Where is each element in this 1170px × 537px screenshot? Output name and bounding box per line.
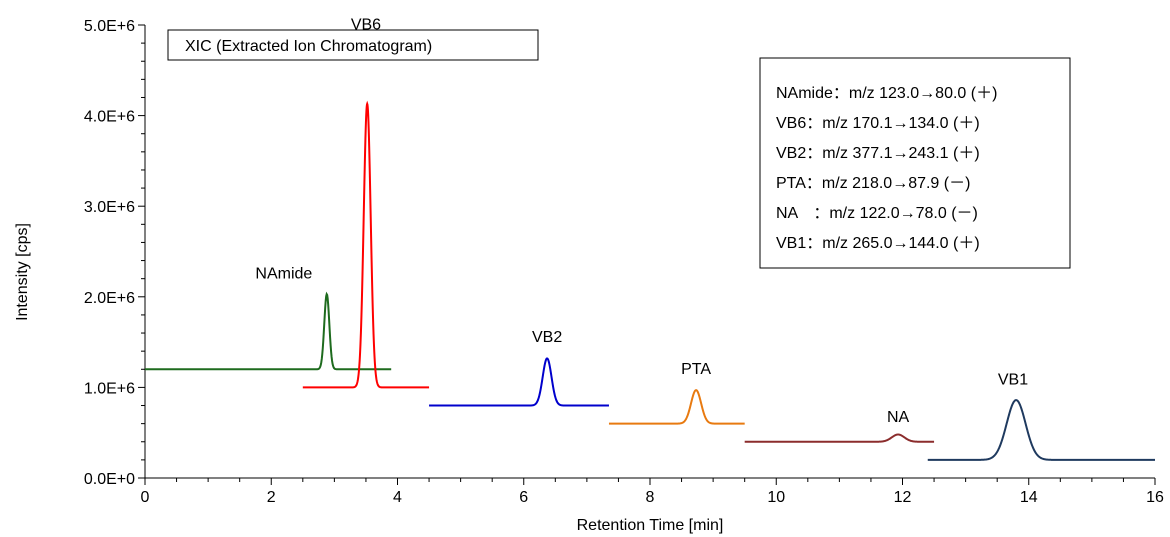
x-tick-label: 14 <box>1020 489 1038 506</box>
series-vb2-trace <box>429 357 609 407</box>
series-layer <box>145 100 1155 461</box>
legend-entry-vb1: VB1：m/z 265.0→144.0 (＋) <box>776 235 980 252</box>
y-tick-label: 0.0E+0 <box>84 471 135 488</box>
x-tick-label: 6 <box>519 489 528 506</box>
x-tick-label: 8 <box>646 489 655 506</box>
x-axis-title: Retention Time [min] <box>577 517 724 534</box>
y-axis-title: Intensity [cps] <box>14 223 31 321</box>
legend-entry-na: NA ：m/z 122.0→78.0 (－) <box>776 205 978 222</box>
legend-box: NAmide：m/z 123.0→80.0 (＋) VB6：m/z 170.1→… <box>759 57 1071 269</box>
peak-label-vb2: VB2 <box>532 329 562 346</box>
title-box-frame <box>167 29 539 61</box>
y-tick-label: 1.0E+6 <box>84 380 135 397</box>
peak-labels: NAmide VB6 VB2 PTA NA VB1 <box>255 17 1028 426</box>
x-tick-label: 12 <box>894 489 912 506</box>
peak-label-na: NA <box>887 409 910 426</box>
legend-frame <box>759 57 1071 269</box>
legend-entry-pta: PTA：m/z 218.0→87.9 (－) <box>776 175 970 192</box>
y-tick-label: 5.0E+6 <box>84 18 135 35</box>
series-namide-trace <box>145 291 392 371</box>
series-vb1-trace <box>927 399 1155 461</box>
legend-entry-vb2: VB2：m/z 377.1→243.1 (＋) <box>776 145 980 162</box>
title-box: XIC (Extracted Ion Chromatogram) <box>167 29 539 61</box>
chart-title: XIC (Extracted Ion Chromatogram) <box>185 38 432 55</box>
axes: 0 2 4 6 8 10 12 14 16 0.0E+0 1.0E+6 2.0E+6 3.0E+6 4.0… <box>84 18 1164 506</box>
x-tick-label: 10 <box>767 489 785 506</box>
y-tick-label: 4.0E+6 <box>84 109 135 126</box>
series-pta-trace <box>608 389 745 425</box>
y-tick-label: 3.0E+6 <box>84 199 135 216</box>
peak-label-vb6: VB6 <box>351 17 381 34</box>
x-tick-label: 0 <box>141 489 150 506</box>
x-tick-label: 2 <box>267 489 276 506</box>
x-tick-label: 16 <box>1146 489 1164 506</box>
legend-entry-vb6: VB6：m/z 170.1→134.0 (＋) <box>776 115 980 132</box>
peak-label-pta: PTA <box>681 361 711 378</box>
series-vb6-trace <box>302 100 430 389</box>
x-tick-label: 4 <box>393 489 402 506</box>
legend-entry-namide: NAmide：m/z 123.0→80.0 (＋) <box>776 85 997 102</box>
peak-label-vb1: VB1 <box>998 372 1028 389</box>
peak-label-namide: NAmide <box>255 266 312 283</box>
y-tick-label: 2.0E+6 <box>84 290 135 307</box>
series-na-trace <box>744 433 935 443</box>
